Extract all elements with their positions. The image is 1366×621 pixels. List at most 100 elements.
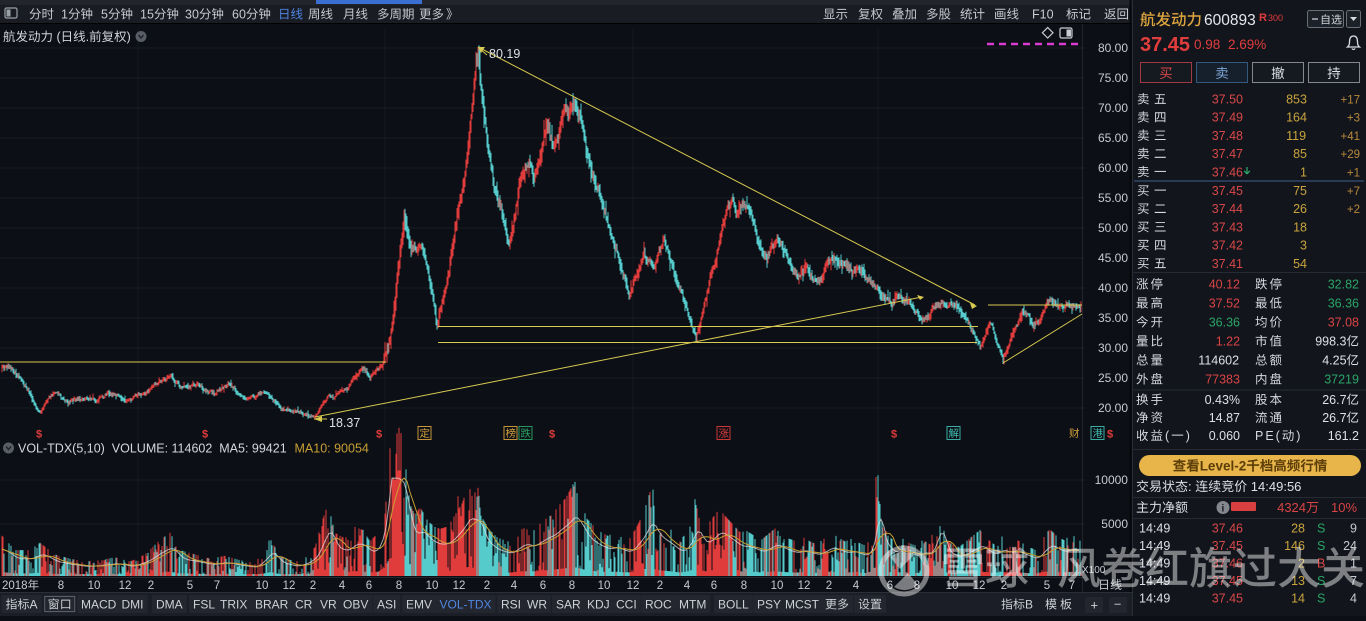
svg-text:45.00: 45.00: [1098, 251, 1128, 265]
svg-text:600893: 600893: [1204, 12, 1256, 29]
svg-text:10: 10: [771, 580, 784, 592]
svg-text:): ): [127, 30, 131, 44]
svg-text:37.41: 37.41: [1212, 257, 1243, 271]
svg-text:300: 300: [1268, 13, 1283, 23]
svg-text:12: 12: [798, 580, 811, 592]
svg-text:VOL-TDX: VOL-TDX: [440, 598, 492, 612]
svg-text:37.45: 37.45: [1212, 184, 1243, 198]
svg-text:Level-2: Level-2: [1200, 459, 1247, 474]
svg-text:$: $: [202, 429, 208, 441]
svg-text:2: 2: [826, 580, 832, 592]
svg-text:18: 18: [1293, 220, 1307, 234]
svg-text:37.45: 37.45: [1212, 592, 1243, 606]
svg-text:MACD: MACD: [81, 598, 117, 612]
svg-text:998.3: 998.3: [1315, 335, 1346, 349]
svg-text:+2: +2: [1347, 204, 1360, 216]
svg-text:37.52: 37.52: [1209, 297, 1240, 311]
svg-text:2: 2: [148, 580, 154, 592]
svg-text:12: 12: [627, 580, 640, 592]
svg-text:14:49: 14:49: [1139, 539, 1170, 553]
svg-text:60.00: 60.00: [1098, 161, 1128, 175]
svg-text:1: 1: [1350, 557, 1357, 571]
svg-text:B: B: [1317, 557, 1325, 571]
svg-text:2: 2: [1001, 580, 1007, 592]
svg-text:CR: CR: [295, 598, 313, 612]
svg-text:+3: +3: [1347, 113, 1360, 125]
svg-text:161.2: 161.2: [1328, 429, 1359, 443]
svg-text:37.42: 37.42: [1212, 239, 1243, 253]
svg-text:2.69%: 2.69%: [1228, 37, 1266, 52]
svg-text:DMI: DMI: [122, 598, 144, 612]
svg-text:114602: 114602: [1198, 354, 1239, 368]
svg-text:+: +: [1091, 598, 1099, 613]
svg-text:$: $: [1107, 429, 1113, 441]
svg-text:80.19: 80.19: [489, 47, 520, 61]
svg-text:CCI: CCI: [616, 598, 637, 612]
svg-text:TRIX: TRIX: [220, 598, 247, 612]
svg-text:10: 10: [256, 580, 269, 592]
svg-text:85: 85: [1293, 147, 1307, 161]
svg-text:MA10: 90054: MA10: 90054: [295, 442, 369, 456]
svg-text:164: 164: [1286, 111, 1307, 125]
svg-text:MTM: MTM: [679, 598, 706, 612]
svg-text:4: 4: [339, 580, 346, 592]
svg-text:40.12: 40.12: [1209, 278, 1240, 292]
svg-text:36.36: 36.36: [1328, 297, 1359, 311]
svg-text:40.00: 40.00: [1098, 281, 1128, 295]
svg-text:+17: +17: [1341, 95, 1361, 107]
svg-text:R: R: [1259, 12, 1267, 24]
svg-text:14.87: 14.87: [1209, 411, 1240, 425]
svg-text:6: 6: [711, 580, 717, 592]
svg-text:37.45: 37.45: [1212, 539, 1243, 553]
svg-text:5: 5: [101, 8, 108, 22]
svg-text:1: 1: [61, 8, 68, 22]
svg-text:S: S: [1317, 522, 1325, 536]
svg-text:7: 7: [1069, 580, 1075, 592]
svg-text:PSY: PSY: [757, 598, 781, 612]
svg-text:26: 26: [1293, 202, 1307, 216]
svg-text:70.00: 70.00: [1098, 101, 1128, 115]
svg-text:RSI: RSI: [501, 598, 521, 612]
svg-text:BRAR: BRAR: [255, 598, 289, 612]
svg-text:37.47: 37.47: [1212, 147, 1243, 161]
svg-text:75.00: 75.00: [1098, 71, 1128, 85]
svg-text:54: 54: [1293, 257, 1307, 271]
svg-text:75: 75: [1293, 184, 1307, 198]
svg-text:30: 30: [185, 8, 199, 22]
svg-text:37.44: 37.44: [1212, 202, 1243, 216]
svg-text:+7: +7: [1347, 186, 1360, 198]
svg-text:20.00: 20.00: [1098, 401, 1128, 415]
svg-text:KDJ: KDJ: [587, 598, 610, 612]
svg-text:4: 4: [853, 580, 860, 592]
svg-text:(: (: [57, 30, 62, 44]
svg-text:55.00: 55.00: [1098, 191, 1128, 205]
svg-text:2018: 2018: [2, 580, 28, 592]
svg-text:12: 12: [119, 580, 132, 592]
svg-text:VOL-TDX(5,10) VOLUME: 114602: VOL-TDX(5,10) VOLUME: 114602 MA5: 99421: [18, 442, 294, 456]
svg-text:14:49: 14:49: [1139, 592, 1170, 606]
svg-text:FSL: FSL: [193, 598, 215, 612]
svg-text:3: 3: [1300, 239, 1307, 253]
svg-text:77383: 77383: [1205, 373, 1240, 387]
svg-text:4.25: 4.25: [1322, 354, 1346, 368]
svg-text::: :: [1188, 479, 1195, 494]
svg-text:4: 4: [1350, 592, 1357, 606]
svg-text:+41: +41: [1341, 131, 1361, 143]
svg-text:DMA: DMA: [156, 598, 183, 612]
svg-text:8: 8: [58, 580, 64, 592]
svg-text:+29: +29: [1341, 149, 1361, 161]
svg-text:BOLL: BOLL: [718, 598, 749, 612]
svg-text:5: 5: [187, 580, 193, 592]
svg-text:0.060: 0.060: [1209, 429, 1240, 443]
svg-text:50.00: 50.00: [1098, 221, 1128, 235]
svg-text:10: 10: [426, 580, 439, 592]
svg-text:7: 7: [214, 580, 220, 592]
svg-text:S: S: [1317, 574, 1325, 588]
svg-text:0.98: 0.98: [1194, 37, 1220, 52]
svg-text:37.48: 37.48: [1212, 129, 1243, 143]
svg-text:12: 12: [283, 580, 296, 592]
svg-text:32.82: 32.82: [1328, 278, 1359, 292]
svg-text:(: (: [1165, 429, 1171, 443]
svg-text:5000: 5000: [1101, 517, 1128, 531]
svg-text:WR: WR: [527, 598, 547, 612]
